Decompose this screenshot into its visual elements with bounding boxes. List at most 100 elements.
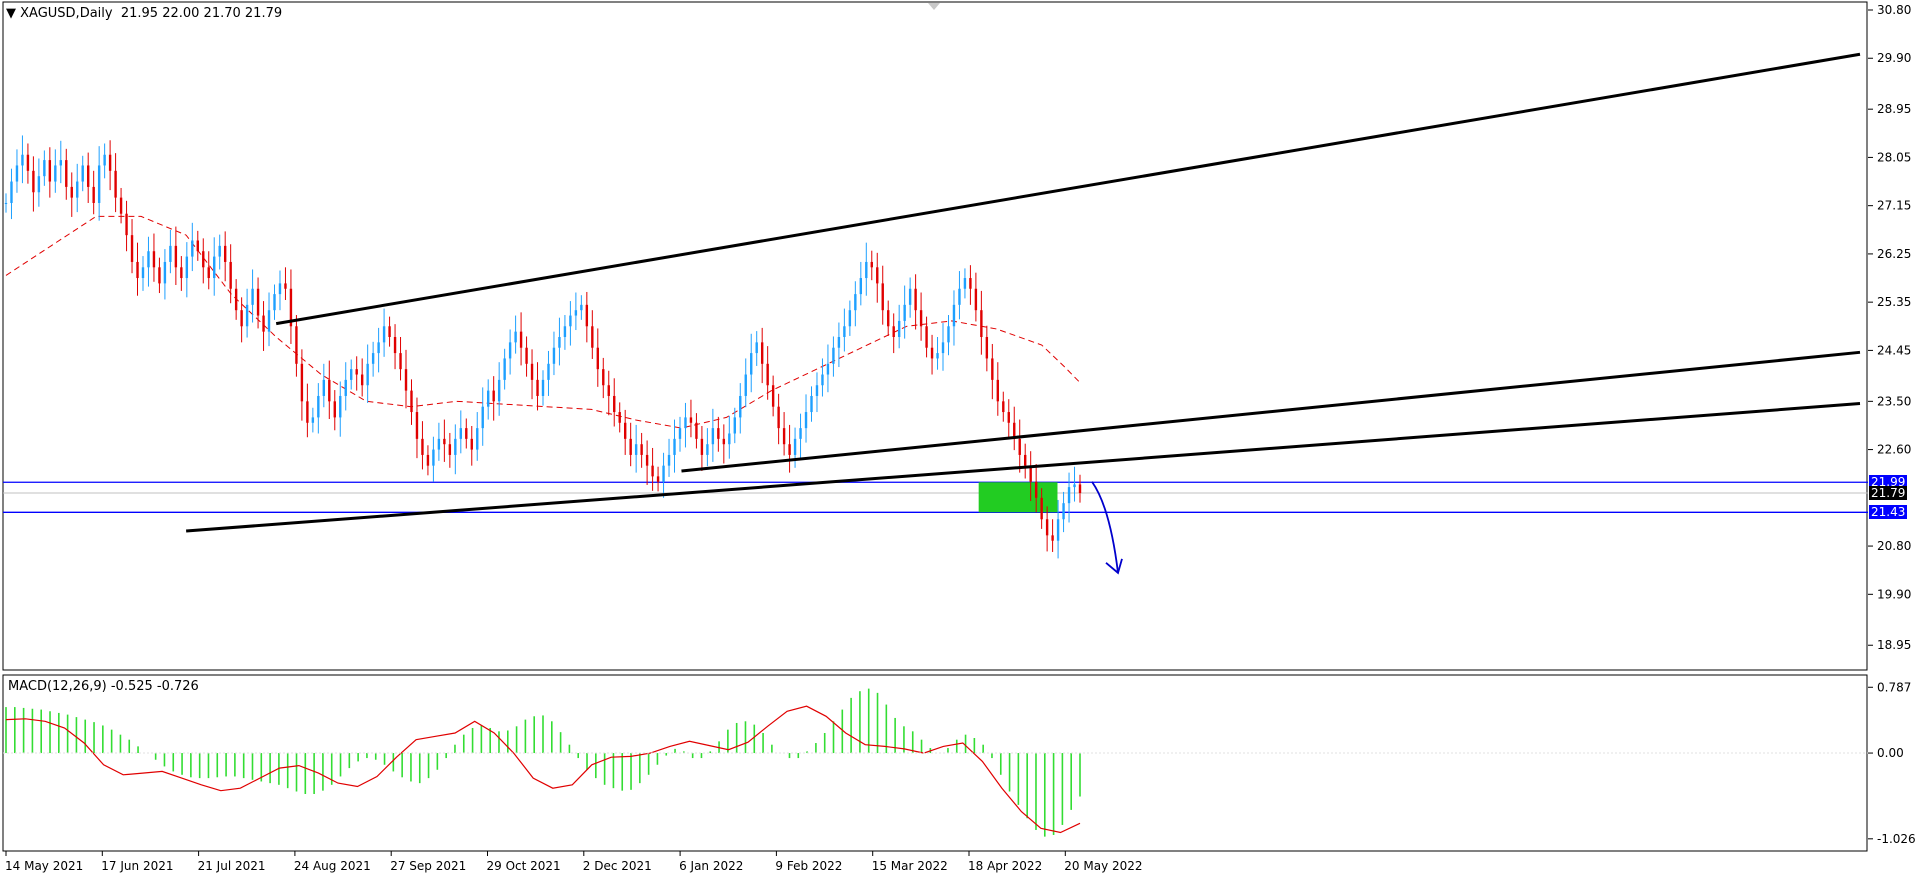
candle-body: [1062, 503, 1065, 520]
candle-body: [43, 160, 46, 177]
candle-body: [881, 283, 884, 311]
candle-body: [399, 353, 402, 370]
date-tick-label: 2 Dec 2021: [583, 859, 652, 873]
channel-mid-trendline[interactable]: [681, 350, 1861, 473]
candle-body: [1067, 487, 1071, 504]
candle-body: [355, 369, 358, 375]
candle-body: [234, 288, 238, 311]
macd-signal-line: [5, 705, 1081, 834]
candle-body: [925, 326, 928, 348]
candle-body: [273, 294, 276, 311]
candle-body: [728, 433, 731, 445]
candle-body: [497, 379, 501, 402]
highlight-zone[interactable]: [978, 482, 1058, 513]
price-tick-label: 27.15: [1877, 199, 1911, 213]
candle-body: [393, 337, 397, 354]
candle-body: [1034, 481, 1038, 498]
candle-body: [821, 374, 824, 386]
candle-body: [618, 412, 621, 423]
candle-body: [870, 261, 873, 268]
candle-body: [596, 347, 599, 370]
candle-body: [514, 331, 517, 343]
candle-body: [147, 251, 150, 268]
candle-body: [130, 235, 134, 262]
macd-title: MACD(12,26,9) -0.525 -0.726: [8, 679, 199, 694]
shift-marker-icon[interactable]: [928, 3, 940, 10]
candle-body: [711, 428, 715, 445]
candle-body: [26, 154, 30, 171]
support-trendline[interactable]: [186, 402, 1861, 533]
candle-body: [700, 438, 704, 455]
candle-body: [454, 438, 457, 455]
candle-body: [86, 165, 90, 187]
macd-tick-label: 0.787: [1877, 680, 1911, 694]
symbol-dropdown-icon[interactable]: ▼: [6, 6, 16, 21]
candle-body: [574, 310, 578, 316]
candle-body: [15, 165, 19, 182]
candle-body: [163, 261, 167, 284]
candle-body: [108, 154, 112, 171]
candle-body: [662, 465, 665, 482]
candle-body: [4, 202, 8, 204]
candle-body: [240, 310, 243, 327]
candle-body: [262, 315, 265, 332]
candle-body: [169, 245, 172, 262]
candle-body: [695, 422, 698, 439]
candle-body: [10, 181, 13, 203]
candle-body: [437, 438, 441, 450]
candle-body: [432, 449, 435, 466]
date-tick-label: 29 Oct 2021: [487, 859, 561, 873]
candle-body: [229, 261, 232, 289]
candle-body: [1045, 519, 1049, 536]
candle-body: [21, 154, 24, 166]
candle-body: [465, 428, 468, 439]
candle-body: [744, 374, 747, 396]
candle-body: [684, 417, 687, 429]
candle-body: [256, 288, 260, 316]
candle-body: [826, 363, 830, 375]
candle-body: [300, 363, 304, 402]
candle-body: [1051, 535, 1054, 541]
candle-body: [1056, 519, 1060, 541]
candle-body: [48, 160, 52, 182]
candle-body: [415, 412, 419, 439]
candle-body: [1040, 497, 1043, 520]
candle-body: [530, 363, 534, 380]
candle-body: [640, 444, 643, 455]
candle-body: [289, 288, 293, 327]
candle-body: [722, 438, 726, 445]
candle-body: [919, 310, 923, 327]
candle-body: [1078, 484, 1082, 493]
candle-body: [481, 406, 484, 429]
candle-body: [897, 320, 901, 337]
candle-body: [426, 454, 430, 466]
candle-body: [59, 160, 62, 166]
candle-body: [667, 454, 671, 466]
candle-body: [174, 245, 178, 268]
candle-body: [717, 428, 720, 439]
candle-body: [125, 213, 128, 236]
candle-body: [519, 331, 523, 348]
candle-body: [865, 261, 868, 279]
candle-body: [689, 417, 693, 423]
date-tick-label: 21 Jul 2021: [198, 859, 266, 873]
candle-body: [470, 438, 473, 450]
candle-body: [569, 315, 572, 327]
forecast-arrow[interactable]: [1091, 481, 1119, 573]
candle-body: [311, 417, 315, 423]
candle-body: [908, 288, 912, 305]
candle-body: [92, 186, 95, 203]
candle-body: [191, 240, 194, 257]
candle-body: [54, 165, 57, 182]
candle-body: [196, 240, 199, 252]
candle-body: [848, 310, 852, 327]
candle-body: [963, 278, 967, 289]
candle-body: [958, 288, 961, 305]
candle-body: [651, 465, 654, 477]
resistance-trendline[interactable]: [275, 52, 1861, 326]
price-panel-frame: [2, 1, 1868, 671]
candle-body: [541, 379, 545, 396]
price-tick-label: 30.80: [1877, 3, 1911, 17]
candle-body: [32, 170, 35, 193]
candle-body: [788, 444, 791, 455]
